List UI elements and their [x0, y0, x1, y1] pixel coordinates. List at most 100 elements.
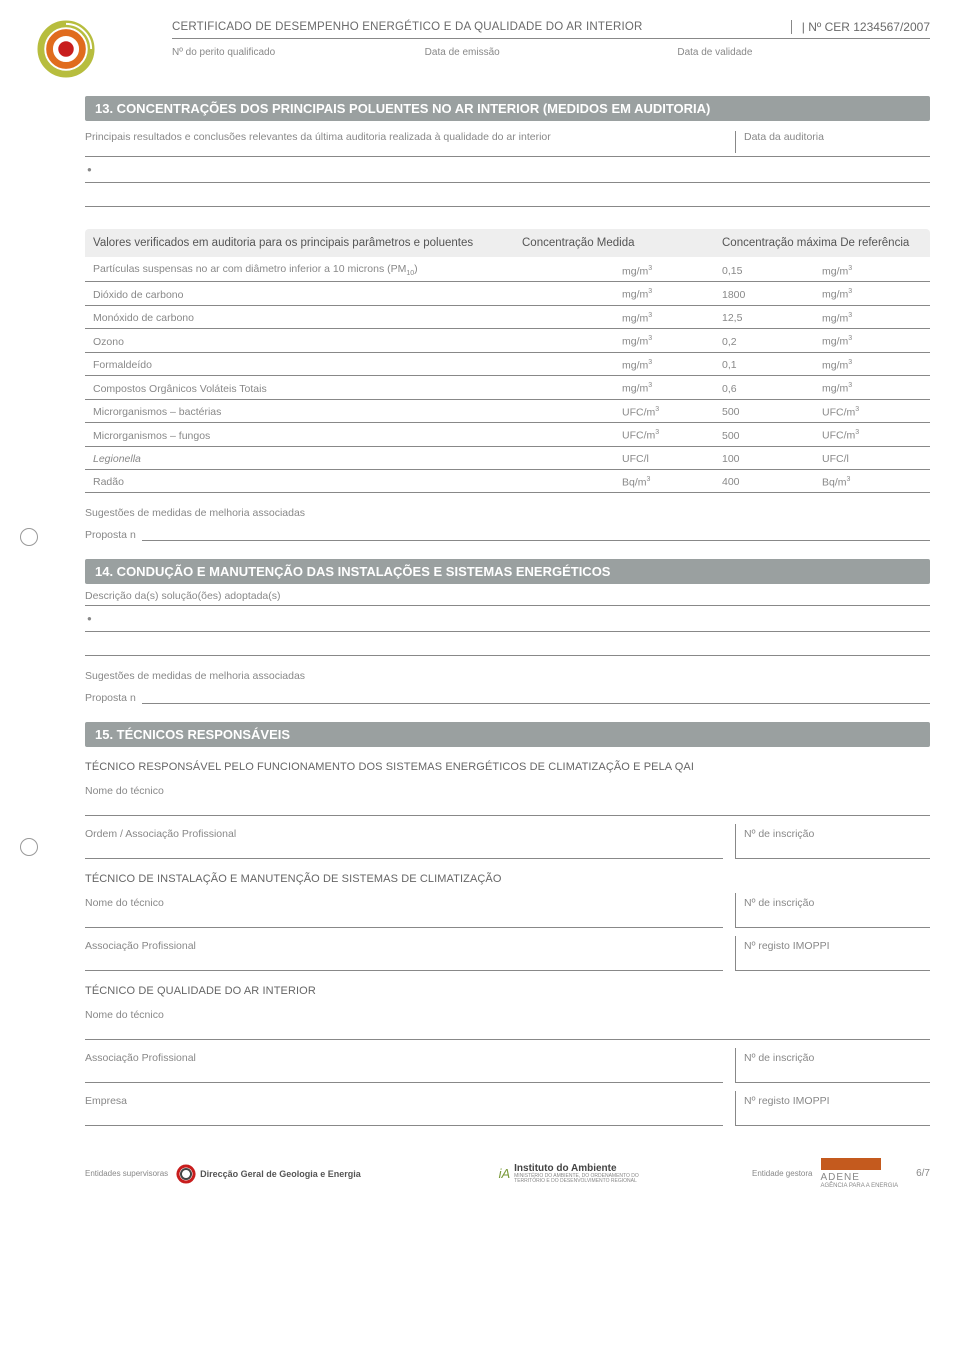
row-name: Ozono: [93, 336, 522, 348]
row-value: 0,2: [722, 336, 822, 348]
row-value: 1800: [722, 289, 822, 301]
row-value: 0,1: [722, 359, 822, 371]
row-unit2: mg/m3: [822, 288, 922, 301]
tech-sub3: TÉCNICO DE QUALIDADE DO AR INTERIOR: [85, 985, 930, 997]
field-assoc-2: Associação Profissional: [85, 1048, 723, 1083]
row-name: Legionella: [93, 453, 522, 465]
table-row: Ozono mg/m30,2mg/m3: [85, 329, 930, 353]
table-row: Radão Bq/m3400Bq/m3: [85, 470, 930, 494]
suggestions-label-14: Sugestões de medidas de melhoria associa…: [85, 670, 930, 682]
field-empresa: Empresa: [85, 1091, 723, 1126]
adene-logo: ADENE AGÊNCIA PARA A ENERGIA: [821, 1158, 899, 1189]
suggestions-label: Sugestões de medidas de melhoria associa…: [85, 507, 930, 519]
row-name: Dióxido de carbono: [93, 289, 522, 301]
row-unit2: mg/m3: [822, 335, 922, 348]
certificate-number: | Nº CER 1234567/2007: [791, 20, 930, 34]
ia-icon: iA: [499, 1166, 511, 1181]
page-footer: Entidades supervisoras Direcção Geral de…: [85, 1148, 930, 1189]
table-row: Partículas suspensas no ar com diâmetro …: [85, 257, 930, 282]
proposta-line: [142, 527, 930, 541]
proposta-label-14: Proposta n: [85, 692, 142, 704]
table-header-ref: Concentração máxima De referência: [722, 237, 922, 249]
row-unit2: mg/m3: [822, 312, 922, 325]
org2-name: Instituto do Ambiente: [514, 1163, 654, 1174]
meta-validade: Data de validade: [677, 47, 930, 58]
field-inscricao-1: Nº de inscrição: [735, 824, 930, 859]
row-value: 500: [722, 406, 822, 418]
field-nome-2: Nome do técnico: [85, 893, 723, 928]
org1-name: Direcção Geral de Geologia e Energia: [200, 1169, 361, 1179]
table-header-name: Valores verificados em auditoria para os…: [93, 237, 522, 249]
row-name: Partículas suspensas no ar com diâmetro …: [93, 263, 522, 277]
row-value: 0,6: [722, 383, 822, 395]
row-name: Monóxido de carbono: [93, 312, 522, 324]
field-assoc-1: Associação Profissional: [85, 936, 723, 971]
row-name: Microrganismos – fungos: [93, 430, 522, 442]
row-unit1: UFC/m3: [622, 429, 722, 442]
table-row: Microrganismos – bactériasUFC/m3500UFC/m…: [85, 400, 930, 424]
row-unit2: UFC/m3: [822, 429, 922, 442]
tech-sub2: TÉCNICO DE INSTALAÇÃO E MANUTENÇÃO DE SI…: [85, 873, 930, 885]
section-15-title: 15. TÉCNICOS RESPONSÁVEIS: [85, 722, 930, 747]
field-registo-1: Nº registo IMOPPI: [735, 936, 930, 971]
adene-text: ADENE: [821, 1172, 899, 1183]
org2-sub: MINISTÉRIO DO AMBIENTE, DO ORDENAMENTO D…: [514, 1174, 654, 1185]
row-value: 100: [722, 453, 822, 465]
row-unit2: Bq/m3: [822, 476, 922, 489]
field-ordem: Ordem / Associação Profissional: [85, 824, 723, 859]
row-unit2: UFC/m3: [822, 406, 922, 419]
logo: [30, 20, 102, 78]
footer-logo-dgge: Direcção Geral de Geologia e Energia: [176, 1164, 361, 1184]
row-unit1: mg/m3: [622, 265, 722, 278]
empty-line: [85, 632, 930, 656]
row-unit1: mg/m3: [622, 312, 722, 325]
audit-date-label: Data da auditoria: [735, 131, 930, 153]
section-13-subtitle: Principais resultados e conclusões relev…: [85, 131, 735, 153]
row-unit2: mg/m3: [822, 265, 922, 278]
adene-sub: AGÊNCIA PARA A ENERGIA: [821, 1183, 899, 1189]
row-value: 0,15: [722, 265, 822, 277]
table-row: Monóxido de carbono mg/m312,5mg/m3: [85, 306, 930, 330]
tech-sub1: TÉCNICO RESPONSÁVEL PELO FUNCIONAMENTO D…: [85, 761, 930, 773]
row-name: Formaldeído: [93, 359, 522, 371]
row-value: 12,5: [722, 312, 822, 324]
field-nome-1: Nome do técnico: [85, 781, 930, 816]
bullet-line: [85, 606, 930, 632]
table-row: Compostos Orgânicos Voláteis Totais mg/m3…: [85, 376, 930, 400]
field-nome-3: Nome do técnico: [85, 1005, 930, 1040]
row-value: 500: [722, 430, 822, 442]
row-name: Compostos Orgânicos Voláteis Totais: [93, 383, 522, 395]
table-header-mid: Concentração Medida: [522, 237, 722, 249]
section-14-title: 14. CONDUÇÃO E MANUTENÇÃO DAS INSTALAÇÕE…: [85, 559, 930, 584]
row-unit1: Bq/m3: [622, 476, 722, 489]
row-unit1: UFC/m3: [622, 406, 722, 419]
table-row: Microrganismos – fungos UFC/m3500UFC/m3: [85, 423, 930, 447]
empty-line: [85, 183, 930, 207]
binder-hole: [20, 838, 38, 856]
section-13-title: 13. CONCENTRAÇÕES DOS PRINCIPAIS POLUENT…: [85, 96, 930, 121]
field-inscricao-3: Nº de inscrição: [735, 1048, 930, 1083]
row-unit1: mg/m3: [622, 335, 722, 348]
row-value: 400: [722, 476, 822, 488]
gestora-label: Entidade gestora: [752, 1169, 813, 1178]
row-unit2: UFC/l: [822, 453, 922, 465]
document-header: CERTIFICADO DE DESEMPENHO ENERGÉTICO E D…: [30, 20, 930, 86]
row-unit1: UFC/l: [622, 453, 722, 465]
row-unit2: mg/m3: [822, 382, 922, 395]
field-registo-2: Nº registo IMOPPI: [735, 1091, 930, 1126]
bullet-line: [85, 157, 930, 183]
pollutants-table: Valores verificados em auditoria para os…: [85, 229, 930, 493]
row-unit1: mg/m3: [622, 359, 722, 372]
meta-emissao: Data de emissão: [425, 47, 678, 58]
supervisoras-label: Entidades supervisoras: [85, 1169, 168, 1178]
footer-mid: iA Instituto do Ambiente MINISTÉRIO DO A…: [401, 1163, 752, 1185]
table-row: Dióxido de carbono mg/m31800mg/m3: [85, 282, 930, 306]
row-unit1: mg/m3: [622, 382, 722, 395]
table-row: Formaldeídomg/m30,1mg/m3: [85, 353, 930, 377]
row-unit1: mg/m3: [622, 288, 722, 301]
certificate-title: CERTIFICADO DE DESEMPENHO ENERGÉTICO E D…: [172, 21, 791, 33]
field-inscricao-2: Nº de inscrição: [735, 893, 930, 928]
row-name: Radão: [93, 476, 522, 488]
section-14-desc: Descrição da(s) solução(ões) adoptada(s): [85, 584, 930, 606]
meta-perito: Nº do perito qualificado: [172, 47, 425, 58]
